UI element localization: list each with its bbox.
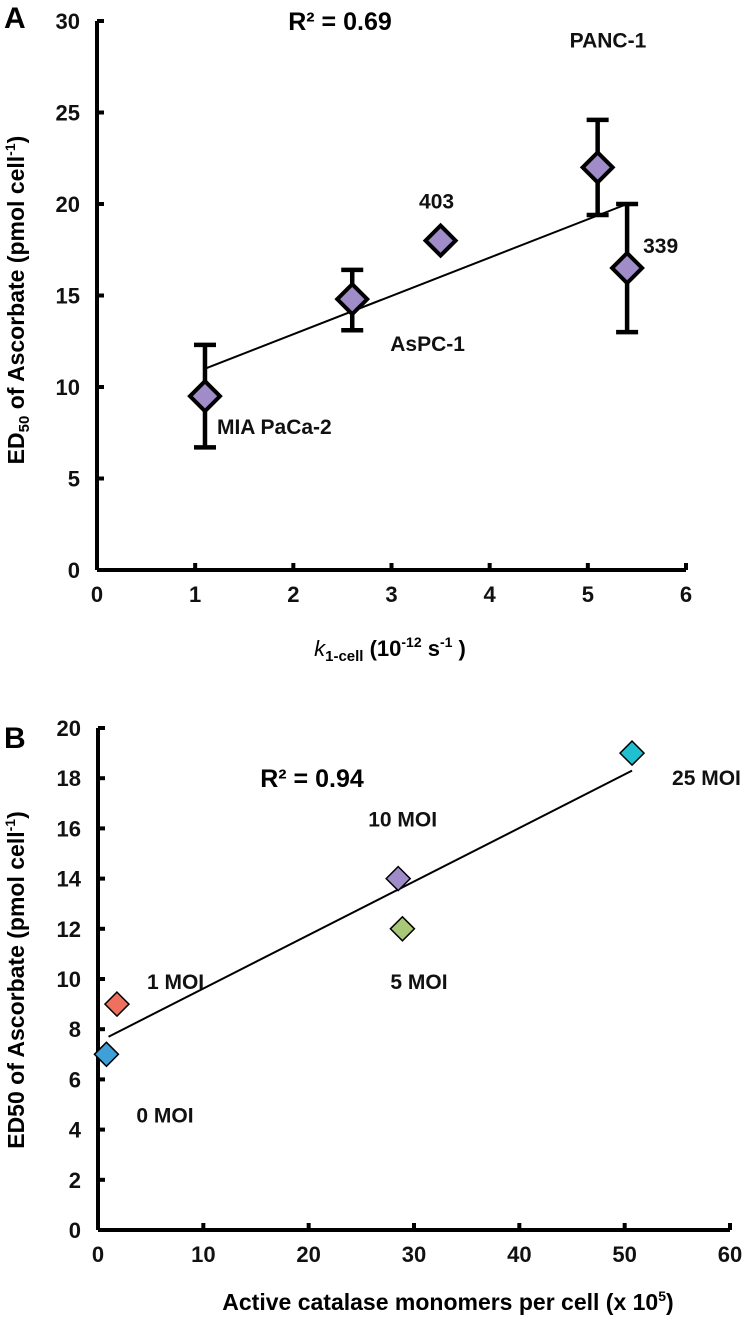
data-point <box>579 149 616 186</box>
x-tick-label: 0 <box>92 1242 104 1267</box>
data-point <box>93 1041 120 1068</box>
x-tick-label: 4 <box>484 582 497 607</box>
xlabel-rest2: s <box>422 636 440 661</box>
panel-b: 0 10 20 30 40 50 60 0 2 4 6 8 10 12 14 16 18 20 0 MOI 1 MOI… <box>57 716 743 1267</box>
data-label: 5 MOI <box>390 971 447 994</box>
x-tick-label: 1 <box>189 582 201 607</box>
data-label: PANC-1 <box>570 29 647 52</box>
panel-b-r2: R² = 0.94 <box>260 765 364 793</box>
xlabel-rest: (10 <box>363 636 401 661</box>
x-tick-label: 30 <box>402 1242 426 1267</box>
xlabel-sup: 5 <box>658 1288 666 1304</box>
data-label: 10 MOI <box>368 809 437 832</box>
x-tick-label: 3 <box>385 582 397 607</box>
trendline <box>204 203 628 370</box>
panel-b-ylabel: ED50 of Ascorbate (pmol cell-1) <box>2 811 29 1149</box>
ylabel-end: ) <box>3 136 29 144</box>
data-point <box>103 991 131 1018</box>
xlabel-k: k <box>314 636 326 661</box>
y-tick-label: 4 <box>69 1118 82 1143</box>
ylabel-sup: -1 <box>2 819 18 832</box>
ylabel-sup: -1 <box>2 143 18 156</box>
data-label: 0 MOI <box>136 1104 193 1127</box>
panel-a: 0 1 2 3 4 5 6 0 5 10 15 20 25 30 MIA PaCa-2 AsPC-1 403 PA… <box>56 9 693 607</box>
data-label: 25 MOI <box>672 767 741 790</box>
x-tick-label: 20 <box>296 1242 320 1267</box>
ylabel-mid: of Ascorbate (pmol cell <box>3 156 29 416</box>
y-tick-label: 10 <box>57 967 81 992</box>
data-point <box>389 915 416 942</box>
trendline <box>108 769 633 1038</box>
y-tick-label: 2 <box>69 1168 81 1193</box>
ylabel-pre: ED50 of Ascorbate (pmol cell <box>3 831 29 1148</box>
data-label: 1 MOI <box>147 971 204 994</box>
ylabel-end: ) <box>3 811 29 819</box>
y-tick-label: 5 <box>68 467 80 492</box>
y-tick-label: 18 <box>57 766 81 791</box>
y-tick-label: 15 <box>56 284 80 309</box>
panel-a-xlabel: k1-cell (10-12 s-1 ) <box>314 634 466 665</box>
data-point <box>422 222 459 259</box>
x-tick-label: 40 <box>507 1242 531 1267</box>
data-label: 403 <box>419 191 454 214</box>
y-tick-label: 6 <box>69 1067 81 1092</box>
panel-b-letter: B <box>4 722 26 755</box>
data-point <box>334 281 371 317</box>
y-tick-label: 12 <box>57 917 81 942</box>
data-label: MIA PaCa-2 <box>217 416 332 439</box>
x-tick-label: 10 <box>191 1242 215 1267</box>
y-tick-label: 20 <box>57 716 81 741</box>
xlabel-end: ) <box>452 636 465 661</box>
data-label: 339 <box>643 235 678 258</box>
panel-a-ylabel: ED50 of Ascorbate (pmol cell-1) <box>2 136 33 465</box>
panel-a-r2: R² = 0.69 <box>288 8 392 36</box>
xlabel-end: ) <box>666 1289 674 1315</box>
data-point <box>618 740 646 767</box>
x-tick-label: 2 <box>287 582 299 607</box>
data-point <box>609 250 645 286</box>
y-tick-label: 0 <box>69 1218 81 1243</box>
panel-a-letter: A <box>4 2 26 35</box>
y-tick-label: 16 <box>57 816 81 841</box>
x-tick-label: 5 <box>582 582 594 607</box>
panel-b-xlabel: Active catalase monomers per cell (x 105… <box>222 1288 673 1315</box>
data-point <box>385 865 412 892</box>
data-label: AsPC-1 <box>390 333 465 356</box>
xlabel-sup: -12 <box>401 634 421 650</box>
y-tick-label: 14 <box>57 867 82 892</box>
y-tick-label: 8 <box>69 1017 81 1042</box>
xlabel-sub: 1-cell <box>325 648 363 665</box>
y-tick-label: 0 <box>68 558 80 583</box>
y-tick-label: 30 <box>56 9 80 34</box>
ylabel-pre: ED <box>3 432 29 464</box>
x-tick-label: 60 <box>718 1242 742 1267</box>
y-tick-label: 20 <box>56 192 80 217</box>
data-point <box>187 378 223 414</box>
y-tick-label: 25 <box>56 101 80 126</box>
x-tick-label: 6 <box>680 582 692 607</box>
x-tick-label: 0 <box>91 582 103 607</box>
xlabel-pre: Active catalase monomers per cell (x 10 <box>222 1289 658 1315</box>
y-tick-label: 10 <box>56 375 80 400</box>
xlabel-sup2: -1 <box>440 634 453 650</box>
x-tick-label: 50 <box>612 1242 636 1267</box>
ylabel-sub: 50 <box>16 416 33 433</box>
